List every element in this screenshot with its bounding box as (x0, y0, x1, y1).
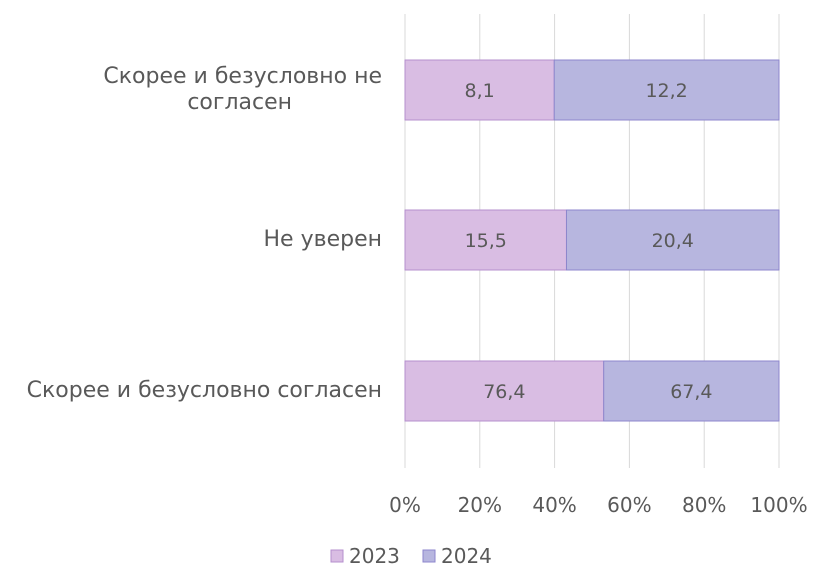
x-tick-label: 0% (389, 493, 421, 517)
data-label-2023-0: 8,1 (465, 80, 495, 102)
legend: 2023 2024 (330, 544, 492, 568)
legend-label-2024: 2024 (441, 544, 492, 568)
legend-label-2023: 2023 (349, 544, 400, 568)
bar-2024-0 (553, 59, 780, 121)
x-tick-label: 60% (607, 493, 651, 517)
x-tick-label: 80% (682, 493, 726, 517)
data-label-2024-1: 20,4 (652, 230, 694, 252)
data-label-2024-2: 67,4 (670, 381, 712, 403)
category-label: Не уверен (264, 227, 382, 252)
category-labels: Скорее и безусловно не согласен Не уверен С… (27, 64, 382, 403)
data-label-2023-1: 15,5 (465, 230, 507, 252)
x-tick-label: 40% (532, 493, 576, 517)
category-label: Скорее и безусловно не согласен (103, 64, 382, 115)
x-axis-ticks: 0% 20% 40% 60% 80% 100% (389, 493, 807, 517)
x-tick-label: 20% (458, 493, 502, 517)
legend-swatch-2023 (330, 549, 344, 563)
legend-swatch-2024 (422, 549, 436, 563)
data-label-2024-0: 12,2 (645, 80, 687, 102)
x-tick-label: 100% (750, 493, 807, 517)
bars: 8,1 12,2 15,5 20,4 76,4 67,4 (404, 59, 780, 422)
bar-2024-2 (603, 360, 780, 422)
bar-2024-1 (565, 209, 780, 271)
category-label: Скорее и безусловно согласен (27, 378, 382, 403)
bar-2023-0 (404, 59, 555, 121)
data-label-2023-2: 76,4 (483, 381, 525, 403)
bar-2023-2 (404, 360, 605, 422)
